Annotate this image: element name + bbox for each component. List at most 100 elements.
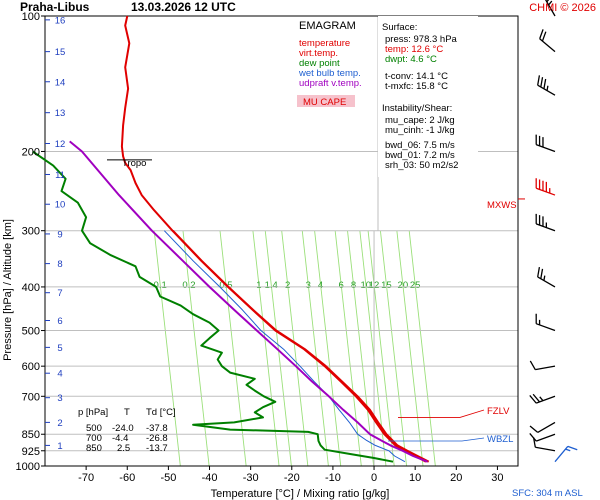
wind-barb-feather bbox=[529, 395, 537, 404]
mixing-ratio-label: 1.4 bbox=[265, 280, 278, 291]
mixing-ratio-label: 25 bbox=[410, 280, 421, 291]
temperature-tick-label: -40 bbox=[202, 472, 218, 484]
station-title: Praha-Libus bbox=[20, 0, 90, 14]
surface-height-label: SFC: 304 m ASL bbox=[512, 488, 583, 499]
mixing-ratio-label: 0.2 bbox=[182, 280, 195, 291]
mixing-ratio-line bbox=[314, 230, 342, 467]
wind-barb-feather bbox=[543, 78, 547, 89]
mixing-ratio-line bbox=[281, 230, 309, 467]
mixing-ratio-line bbox=[264, 230, 292, 467]
temperature-tick-label: 10 bbox=[409, 472, 421, 484]
mixing-ratio-label: 8 bbox=[351, 280, 356, 291]
wind-barb-feather bbox=[529, 433, 537, 442]
altitude-tick-label: 16 bbox=[55, 15, 66, 26]
temperature-tick-label: 0 bbox=[371, 472, 377, 484]
fzlv-marker bbox=[398, 409, 485, 418]
mixing-ratio-label: 3 bbox=[306, 280, 311, 291]
bwd-06-value: bwd_06: 7.5 m/s bbox=[385, 140, 455, 151]
sounding-datetime: 13.03.2026 12 UTC bbox=[131, 0, 236, 14]
wind-barb-half-feather bbox=[565, 448, 571, 452]
x-axis-title: Temperature [°C] / Mixing ratio [g/kg] bbox=[211, 488, 390, 500]
series-wet-bulb-temp-line bbox=[163, 230, 406, 463]
mixing-ratio-label: 0.1 bbox=[154, 280, 167, 291]
table-header-t: T bbox=[124, 407, 130, 418]
y-axis-title: Pressure [hPa] / Altitude [km] bbox=[2, 219, 14, 361]
temperature-tick-label: 20 bbox=[450, 472, 462, 484]
mixing-ratio-line bbox=[379, 230, 408, 467]
legend-item-wet-bulb: wet bulb temp. bbox=[298, 68, 361, 79]
wind-barb-shaft bbox=[535, 446, 556, 452]
altitude-tick-label: 13 bbox=[55, 108, 66, 119]
mixing-ratio-line bbox=[408, 230, 436, 467]
wind-barb-feather bbox=[537, 266, 541, 278]
wind-barb-feather bbox=[537, 75, 541, 86]
altitude-tick-label: 15 bbox=[55, 47, 66, 58]
pressure-tick-label: 100 bbox=[22, 11, 40, 23]
surface-temp: temp: 12.6 °C bbox=[385, 44, 443, 55]
altitude-tick-label: 6 bbox=[57, 316, 62, 327]
axis-ticks: 1002003004005006007008509251000123456789… bbox=[16, 11, 504, 484]
wind-barb-shaft bbox=[535, 365, 556, 371]
legend-item-virt-temp: virt.temp. bbox=[299, 48, 338, 59]
temperature-tick-label: -30 bbox=[243, 472, 259, 484]
pressure-tick-label: 200 bbox=[22, 146, 40, 158]
mixing-ratio-line bbox=[334, 230, 362, 467]
mu-cape-label: MU CAPE bbox=[303, 97, 346, 108]
mixing-ratio-label: 10 bbox=[361, 280, 372, 291]
temperature-tick-label: -50 bbox=[160, 472, 176, 484]
srh-03-value: srh_03: 50 m2/s2 bbox=[385, 160, 458, 171]
wind-barb-feather bbox=[541, 31, 547, 42]
mixing-ratio-label: 20 bbox=[398, 280, 409, 291]
temperature-tick-label: -10 bbox=[325, 472, 341, 484]
instability-title: Instability/Shear: bbox=[382, 103, 452, 114]
altitude-tick-label: 14 bbox=[55, 77, 66, 88]
legend-item-temperature: temperature bbox=[299, 38, 350, 49]
mu-cinh-value: mu_cinh: -1 J/kg bbox=[385, 125, 455, 136]
wind-barbs bbox=[529, 0, 578, 463]
pressure-axis-label: Pressure [hPa] / Altitude [km] bbox=[2, 219, 14, 361]
temperature-tick-label: 30 bbox=[491, 472, 503, 484]
table-cell: -4.4 bbox=[112, 433, 128, 444]
fzlv-label: FZLV bbox=[487, 406, 510, 417]
pressure-tick-label: 925 bbox=[22, 446, 40, 458]
table-header-td: Td [°C] bbox=[146, 407, 176, 418]
table-cell: -37.8 bbox=[146, 423, 168, 434]
series-virt-temp-line bbox=[172, 230, 430, 463]
wind-barb-shaft bbox=[537, 421, 556, 433]
mu-cape-value: mu_cape: 2 J/kg bbox=[385, 115, 455, 126]
legend-title: EMAGRAM bbox=[299, 20, 356, 32]
mixing-ratio-label: 1 bbox=[256, 280, 261, 291]
credit-label: CHMI © 2026 bbox=[529, 2, 596, 14]
bwd-01-value: bwd_01: 7.2 m/s bbox=[385, 150, 455, 161]
table-cell: 2.5 bbox=[117, 443, 130, 454]
altitude-tick-label: 3 bbox=[57, 393, 62, 404]
wind-barb-feather bbox=[540, 268, 544, 279]
pressure-tick-label: 300 bbox=[22, 226, 40, 238]
surface-title: Surface: bbox=[382, 22, 417, 33]
surface-dwpt: dwpt: 4.6 °C bbox=[385, 54, 437, 65]
series-dew-pointline bbox=[32, 150, 394, 463]
altitude-tick-label: 1 bbox=[57, 441, 62, 452]
temperature-tick-label: -20 bbox=[284, 472, 300, 484]
level-table: p [hPa] T Td [°C] 500 -24.0 -37.8 700 -4… bbox=[78, 407, 176, 454]
wind-barb-half-feather bbox=[546, 85, 549, 91]
wbzl-label: WBZL bbox=[487, 434, 513, 445]
pressure-tick-label: 700 bbox=[22, 391, 40, 403]
wind-barb-feather bbox=[532, 393, 541, 403]
sounding-series bbox=[32, 15, 525, 463]
mixing-ratio-line bbox=[153, 230, 181, 467]
pressure-tick-label: 1000 bbox=[16, 461, 40, 473]
altitude-tick-label: 12 bbox=[55, 139, 66, 150]
plot-frame bbox=[44, 15, 519, 467]
table-cell: 700 bbox=[86, 433, 102, 444]
wind-barb-feather bbox=[529, 425, 539, 433]
tropopause-label: Tropo bbox=[122, 158, 146, 169]
table-header-p: p [hPa] bbox=[78, 407, 108, 418]
mixing-ratio-label: 6 bbox=[338, 280, 343, 291]
mixing-ratio-label: 2 bbox=[285, 280, 290, 291]
wind-barb-feather bbox=[529, 360, 536, 370]
altitude-tick-label: 11 bbox=[55, 170, 65, 181]
mixing-ratio-line bbox=[252, 230, 280, 467]
